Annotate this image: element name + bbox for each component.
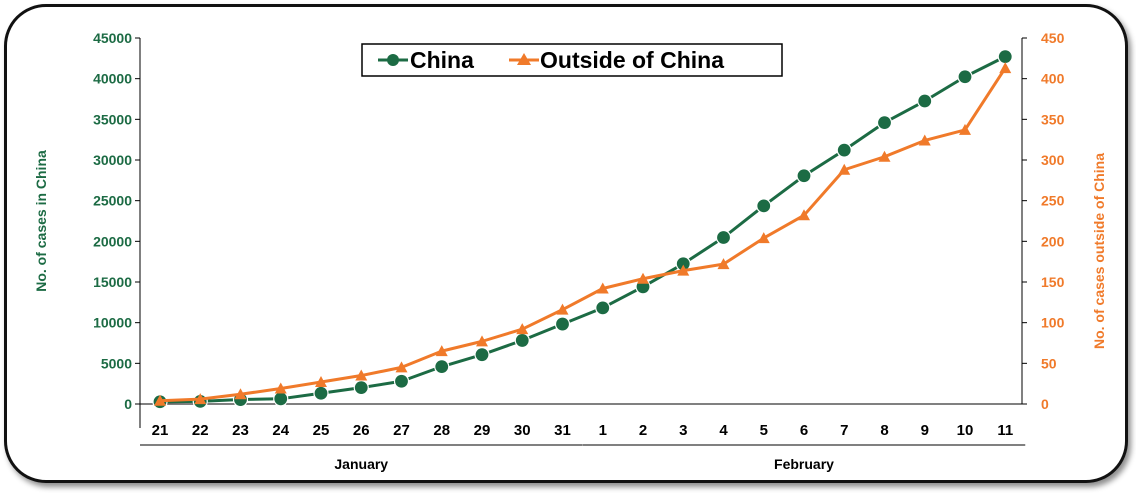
x-tick-label: 31 [554,422,571,439]
data-point-triangle [999,62,1012,74]
x-tick-label: 28 [433,422,450,439]
legend: China Outside of China [361,43,783,77]
x-tick-label: 30 [514,422,531,439]
data-point-triangle [395,361,408,373]
data-point-triangle [556,303,569,315]
y-right-tick-label: 450 [1041,30,1065,46]
y-right-tick-label: 150 [1041,274,1065,290]
x-tick-label: 27 [393,422,410,439]
x-tick-label: 25 [313,422,330,439]
y-right-tick-label: 0 [1041,396,1049,412]
chart-frame [4,4,1128,483]
x-tick-label: 6 [800,422,808,439]
y-left-tick-label: 15000 [93,274,132,290]
data-point-triangle [435,345,448,357]
x-tick-label: 1 [599,422,607,439]
data-point-triangle [838,163,851,175]
x-tick-label: 29 [474,422,491,439]
x-tick-label: 5 [760,422,768,439]
y-left-tick-label: 35000 [93,111,132,127]
data-point-triangle [315,376,327,388]
x-tick-label: 23 [232,422,249,439]
data-point-circle [756,198,772,214]
data-point-triangle [918,134,931,146]
y-right-tick-label: 100 [1041,315,1065,331]
y-right-tick-label: 200 [1041,233,1065,249]
data-point-triangle [516,323,529,335]
data-point-circle [876,115,893,131]
data-point-triangle [234,388,247,400]
data-point-circle [836,142,852,158]
data-point-circle [917,93,933,109]
data-point-circle [715,229,732,246]
x-tick-label: 22 [192,422,209,439]
data-point-circle [796,168,812,184]
data-point-circle [554,316,571,332]
y-right-tick-label: 300 [1041,152,1065,168]
y-left-tick-label: 30000 [93,152,132,168]
data-point-circle [514,332,530,349]
data-point-triangle [757,232,770,244]
y-axis-left-title: No. of cases in China [33,150,49,292]
data-point-circle [595,300,611,316]
series-line [159,55,1006,404]
data-point-triangle [959,123,971,135]
y-right-tick-label: 250 [1041,193,1065,209]
legend-label-outside: Outside of China [540,47,724,73]
series-layer [152,49,1013,410]
y-left-tick-label: 45000 [93,30,132,46]
y-right-tick-label: 50 [1041,355,1057,371]
y-left-tick-label: 20000 [93,233,132,249]
legend-box [361,43,783,77]
data-point-triangle [194,393,207,405]
y-axis-right-title: No. of cases outside of China [1091,153,1107,349]
x-tick-label: 7 [840,422,848,439]
data-point-circle [353,380,369,396]
series-outside-of-china [154,62,1012,406]
x-tick-label: 8 [880,422,888,439]
x-tick-label: 24 [272,422,289,439]
x-tick-label: 4 [719,422,728,439]
x-tick-label: 9 [921,422,929,439]
y-right-tick-label: 400 [1041,71,1065,87]
x-tick-label: 26 [353,422,370,439]
data-point-circle [393,373,410,389]
x-tick-label: 10 [957,422,974,439]
y-left-tick-label: 5000 [101,355,132,371]
y-left-tick-label: 40000 [93,71,132,87]
legend-label-china: China [410,47,474,73]
data-point-triangle [717,258,730,270]
legend-swatch-china-marker [387,54,399,66]
data-point-triangle [355,369,368,381]
y-left-tick-label: 25000 [93,193,132,209]
legend-swatch-outside-marker [517,53,531,65]
x-tick-label: 2 [639,422,647,439]
y-left-tick-label: 10000 [93,315,132,331]
data-point-triangle [596,282,609,294]
data-point-circle [434,359,450,375]
data-point-circle [313,385,329,401]
x-tick-label: 11 [997,422,1013,439]
data-point-triangle [637,272,649,284]
data-point-triangle [154,394,166,406]
axes: 0 5000 10000 15000 20000 25000 30000 35000 40000… [33,30,1107,472]
data-point-triangle [798,209,810,221]
data-point-triangle [677,264,690,276]
data-point-circle [957,69,973,85]
data-point-circle [474,347,490,363]
month-label: February [774,456,834,472]
x-tick-label: 21 [152,422,169,439]
month-label: January [334,456,388,472]
data-point-triangle [878,150,891,162]
data-point-circle [273,391,289,407]
series-china [152,49,1013,410]
data-point-triangle [274,382,287,394]
y-left-tick-label: 0 [124,396,132,412]
y-right-tick-label: 350 [1041,111,1065,127]
series-line [159,67,1007,403]
x-tick-label: 3 [679,422,687,439]
data-point-triangle [476,335,488,347]
data-point-circle [997,49,1013,65]
